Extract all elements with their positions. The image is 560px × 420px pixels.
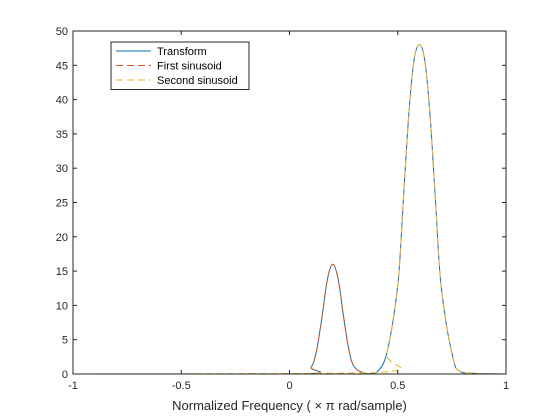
x-tick-label: -0.5 bbox=[172, 380, 191, 392]
x-tick-label: 0 bbox=[286, 380, 292, 392]
y-tick-label: 5 bbox=[62, 335, 68, 347]
legend-label: Second sinusoid bbox=[157, 75, 238, 87]
y-tick-label: 15 bbox=[56, 266, 68, 278]
x-tick-label: 0.5 bbox=[390, 380, 405, 392]
y-tick-label: 30 bbox=[56, 163, 68, 175]
series-layer bbox=[72, 44, 507, 375]
x-axis-label: Normalized Frequency ( × π rad/sample) bbox=[172, 398, 407, 413]
x-tick-label: -1 bbox=[68, 380, 78, 392]
x-tick-label: 1 bbox=[503, 380, 509, 392]
y-tick-label: 50 bbox=[56, 26, 68, 38]
legend-label: Transform bbox=[157, 46, 207, 58]
legend: Transform First sinusoid Second sinusoid bbox=[110, 41, 250, 90]
y-tick-label: 45 bbox=[56, 60, 68, 72]
y-tick-label: 25 bbox=[56, 198, 68, 210]
y-tick-label: 40 bbox=[56, 95, 68, 107]
y-tick-label: 35 bbox=[56, 129, 68, 141]
legend-label: First sinusoid bbox=[157, 61, 222, 73]
y-tick-label: 10 bbox=[56, 300, 68, 312]
series-line-2 bbox=[72, 44, 507, 375]
y-tick-label: 0 bbox=[62, 369, 68, 381]
y-tick-label: 20 bbox=[56, 232, 68, 244]
